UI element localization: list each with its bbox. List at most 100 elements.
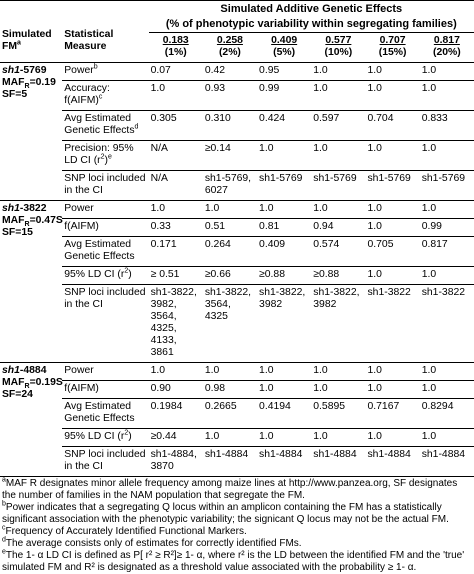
value-text: sh1-4884	[204, 449, 249, 460]
superscript-2: 2	[124, 429, 129, 437]
value-cell: 1.0	[257, 140, 312, 171]
value-cell: 0.409	[257, 236, 312, 267]
value-cell: 1.0	[419, 266, 474, 285]
value-cell: 1.0	[202, 200, 258, 219]
value-text: 0.833	[421, 113, 448, 124]
fm-maf-label: MAF	[2, 215, 25, 226]
value-text: 0.99	[421, 221, 442, 232]
value-text: 1.0	[367, 65, 382, 76]
value-cell: 1.0	[311, 362, 366, 381]
measure-label: f(AIFM)	[64, 383, 99, 394]
value-cell: 0.93	[202, 80, 258, 111]
table-row: Precision: 95% LD CI (r2)e N/A ≥0.14 1.0 1.0…	[0, 140, 474, 171]
value-text: ≥0.44	[150, 431, 177, 442]
value-cell: 1.0	[365, 80, 420, 111]
value-text: 1.0	[421, 203, 437, 214]
value-text: 1.0	[421, 365, 437, 376]
effect-header-2: 0.409 (5%)	[257, 32, 312, 63]
measure-label: SNP loci included in the CI	[64, 287, 146, 310]
header-title: Simulated Additive Genetic Effects	[220, 3, 403, 15]
value-cell: 0.95	[257, 62, 312, 81]
header-col2-line2: Measure	[64, 41, 107, 52]
value-cell: 0.42	[202, 62, 258, 81]
footnotes: aMAF R designates minor allele frequency…	[0, 476, 474, 574]
footnote-marker: b	[2, 500, 6, 508]
value-text: 1.0	[367, 83, 382, 94]
measure-cell: Power	[62, 362, 149, 381]
value-cell: 1.0	[257, 428, 312, 447]
fm-sf: SF=24	[2, 389, 33, 400]
effect-value: 0.258	[216, 35, 243, 46]
measure-cell: Power	[62, 200, 149, 219]
table-row: sh1-5769 MAFR=0.19 SF=5 Powerb 0.07 0.42 0.95 1…	[0, 62, 474, 201]
table-row: Avg Estimated Genetic Effects 0.1984 0.266…	[0, 398, 474, 429]
value-text: 0.4194	[259, 401, 291, 412]
value-text: ≥0.14	[204, 143, 231, 154]
effect-value: 0.183	[162, 35, 189, 46]
value-text: sh1-3822, 3982	[259, 287, 306, 310]
value-text: sh1-5769	[259, 173, 303, 184]
effect-value: 0.707	[379, 35, 406, 46]
value-cell: sh1-4884	[365, 446, 420, 477]
value-text: 0.98	[204, 383, 226, 394]
measure-label: Avg Estimated Genetic Effects	[64, 239, 135, 262]
measure-cell: SNP loci included in the CI	[62, 284, 149, 363]
value-cell: 0.99	[257, 80, 312, 111]
value-text: 0.705	[367, 239, 394, 250]
table-row: f(AIFM) 0.90 0.98 1.0 1.0 1.0 1.0	[0, 380, 474, 399]
fm-maf-value: =0.19S	[29, 377, 63, 388]
header-col1-sup: a	[17, 39, 21, 47]
table-row: sh1-4884 MAFR=0.19S SF=24 Power 1.0 1.0 1.0 1.0…	[0, 362, 474, 477]
value-cell: 0.574	[311, 236, 366, 267]
value-text: 0.264	[204, 239, 231, 250]
effect-header-5: 0.817 (20%)	[419, 32, 474, 63]
value-text: 0.305	[150, 113, 177, 124]
value-cell: 1.0	[202, 428, 258, 447]
fm-sf: SF=5	[2, 89, 28, 100]
footnote-mark: d	[134, 123, 139, 131]
fm-maf-sub: R	[24, 221, 30, 229]
value-text: 0.704	[367, 113, 394, 124]
effect-pct: (15%)	[378, 47, 407, 58]
effect-value: 0.409	[271, 35, 298, 46]
close-paren: )	[128, 431, 132, 442]
header-col2-line1: Statistical	[64, 29, 114, 40]
value-text: 0.1984	[150, 401, 183, 412]
value-cell: 0.81	[257, 218, 312, 237]
footnote-marker: a	[2, 476, 6, 484]
footnote: bPower indicates that a segregating Q lo…	[0, 500, 474, 526]
value-text: 1.0	[421, 383, 437, 394]
value-text: 1.0	[421, 83, 437, 94]
value-text: 0.33	[150, 221, 171, 232]
value-text: 1.0	[204, 203, 220, 214]
value-cell: 0.833	[419, 110, 474, 141]
value-text: 1.0	[421, 431, 437, 442]
effects-row: 0.183 (1%) 0.258 (2%) 0.409 (5%) 0.577 (10%) 0.7…	[0, 32, 474, 63]
footnote-text: The 1- α LD CI is defined as P[ r² ≥ R²]…	[2, 550, 465, 573]
value-cell: 0.597	[311, 110, 366, 141]
value-cell: 0.07	[148, 62, 203, 81]
value-cell: sh1-3822, 3982, 3564, 4325, 4133, 3861	[148, 284, 203, 363]
value-cell: sh1-5769	[365, 170, 420, 201]
value-cell: 1.0	[365, 218, 420, 237]
value-cell: sh1-3822, 3982	[311, 284, 366, 363]
fm-cell: sh1-5769 MAFR=0.19 SF=5	[0, 62, 63, 201]
value-cell: 1.0	[419, 62, 474, 81]
value-text: 1.0	[421, 269, 437, 280]
effect-header-3: 0.577 (10%)	[311, 32, 366, 63]
value-text: sh1-4884	[259, 449, 303, 460]
header-subtitle: (% of phenotypic variability within segr…	[165, 18, 457, 30]
measure-cell: SNP loci included in the CI	[62, 446, 149, 477]
value-cell: sh1-3822, 3564, 4325	[202, 284, 258, 363]
value-cell: 1.0	[419, 80, 474, 111]
table-row: f(AIFM) 0.33 0.51 0.81 0.94 1.0 0.99	[0, 218, 474, 237]
value-text: 0.93	[204, 83, 226, 94]
value-text: 1.0	[150, 83, 166, 94]
value-text: 1.0	[367, 365, 382, 376]
value-cell: 0.704	[365, 110, 420, 141]
measure-cell: Powerb	[62, 62, 149, 81]
footnote: cFrequency of Accurately Identified Func…	[0, 525, 474, 538]
value-text: 0.817	[421, 239, 448, 250]
value-cell: 0.171	[148, 236, 203, 267]
footnote: dThe average consists only of estimates …	[0, 537, 474, 550]
